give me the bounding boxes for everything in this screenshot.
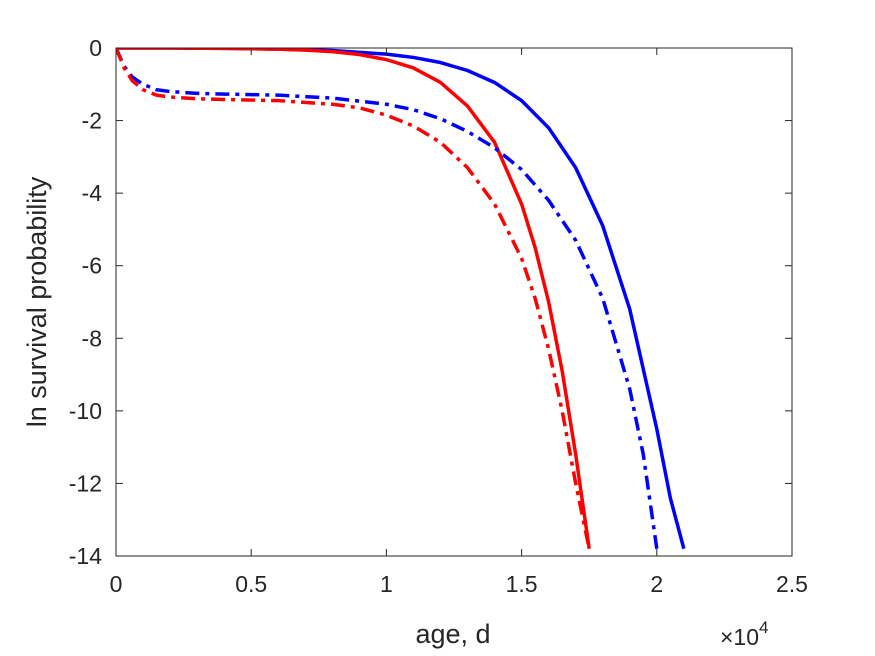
x-tick-label: 0 [110,571,123,597]
x-exponent-base: ×10 [720,624,759,650]
plot-area [116,48,686,550]
y-tick-label: -14 [69,543,102,569]
y-tick-label: -4 [82,180,103,206]
x-tick-label: 1.5 [506,571,538,597]
y-tick-label: 0 [89,35,102,61]
series-line-2 [116,48,591,549]
y-axis-label: ln survival probability [22,176,52,427]
x-tick-label: 0.5 [235,571,267,597]
y-tick-label: -2 [82,108,102,134]
axes-box [115,47,793,557]
series-line-3 [116,48,659,549]
y-tick-label: -10 [69,398,102,424]
series-line-4 [116,48,591,550]
y-tick-label: -8 [82,325,102,351]
x-exponent-power: 4 [759,618,768,637]
series-group [116,48,686,550]
y-tick-label: -6 [82,253,102,279]
axes: 0 0.5 1 1.5 2 2.5 0 -2 -4 -6 -8 -10 -12 -14 [69,35,808,597]
x-axis-exponent: ×104 [720,618,768,650]
y-tick-label: -12 [69,470,102,496]
x-tick-label: 2 [650,571,663,597]
x-tick-label: 2.5 [776,571,808,597]
x-axis-label: age, d [415,619,490,649]
x-tick-label: 1 [380,571,393,597]
